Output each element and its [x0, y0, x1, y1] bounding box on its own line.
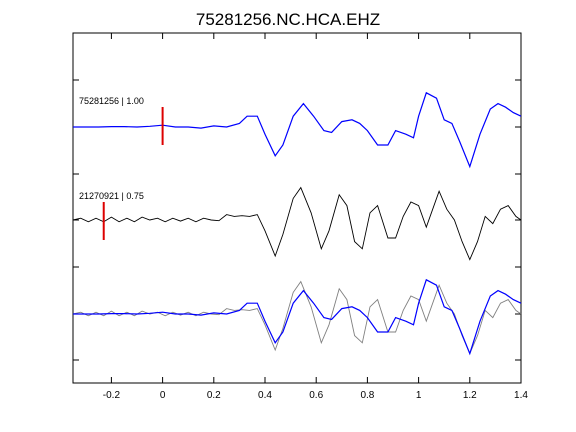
- x-axis: -0.2 0 0.2 0.4 0.6 0.8 1 1.2 1.4: [103, 33, 528, 401]
- x-tick-label: 1: [416, 390, 422, 401]
- trace-line-master: [73, 91, 522, 169]
- trace-group: 75281256 | 1.00 21270921 | 0.75: [72, 91, 522, 356]
- trace-line-comparison: [72, 186, 522, 261]
- axes-frame: [72, 32, 522, 384]
- overlay-comparison-line: [72, 280, 522, 355]
- x-tick-label: 0: [160, 390, 166, 401]
- x-tick-label: 0.4: [258, 390, 272, 401]
- x-tick-label: 0.6: [309, 390, 323, 401]
- chart-title: 75281256.NC.HCA.EHZ: [196, 10, 380, 29]
- trace-label-comparison: 21270921 | 0.75: [79, 191, 144, 201]
- x-tick-label: -0.2: [103, 390, 121, 401]
- x-tick-label: 1.4: [514, 390, 528, 401]
- x-tick-label: 0.2: [207, 390, 221, 401]
- plot-frame: [72, 32, 522, 384]
- overlay-master-line: [73, 278, 522, 356]
- x-tick-label: 1.2: [463, 390, 477, 401]
- y-axis-ticks: [73, 79, 521, 361]
- trace-label-master: 75281256 | 1.00: [79, 96, 144, 106]
- x-tick-label: 0.8: [360, 390, 374, 401]
